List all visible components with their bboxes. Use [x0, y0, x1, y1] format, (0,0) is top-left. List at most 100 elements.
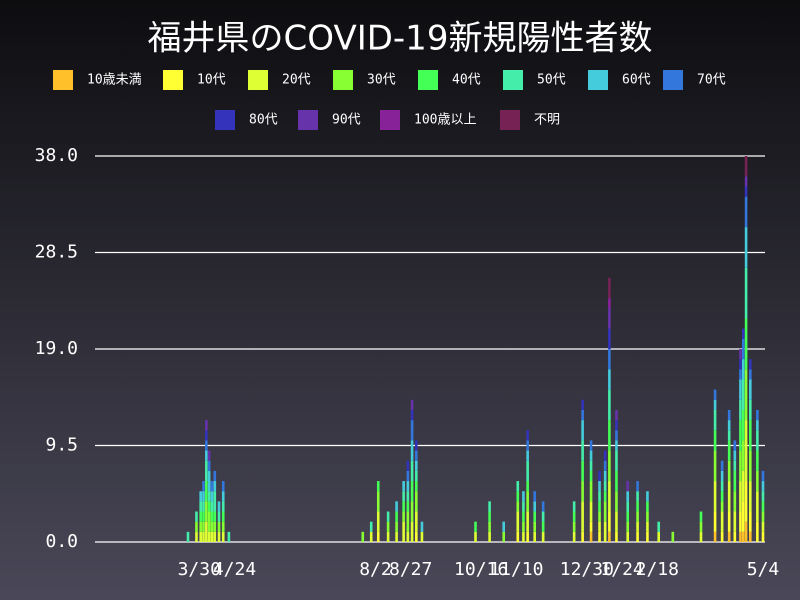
bar-segment: [713, 531, 717, 542]
bar-segment: [186, 531, 190, 542]
bar-segment: [526, 491, 529, 512]
bar-segment: [608, 511, 611, 532]
bar-segment: [646, 521, 649, 532]
bar-segment: [756, 430, 759, 451]
bar-segment: [713, 481, 717, 512]
bar-segment: [636, 511, 639, 522]
bar-segment: [727, 511, 731, 532]
bar-segment: [756, 450, 759, 471]
bar-segment: [744, 369, 748, 421]
bar-segment: [376, 481, 380, 492]
x-tick-label: 11/10: [489, 559, 543, 580]
bar-segment: [608, 420, 611, 451]
bar-segment: [761, 501, 765, 512]
bar-segment: [657, 521, 661, 532]
bar-segment: [410, 460, 414, 482]
bar-segment: [488, 521, 491, 532]
bar-segment: [741, 501, 745, 532]
bar-segment: [749, 450, 752, 482]
bar-segment: [572, 511, 576, 522]
bar-segment: [739, 511, 742, 532]
bar-segment: [727, 430, 731, 441]
bar-segment: [202, 531, 205, 542]
bar-segment: [533, 491, 536, 502]
bar-segment: [522, 521, 525, 532]
bar-segment: [415, 511, 418, 532]
bar-segment: [713, 399, 717, 410]
bar-segment: [589, 450, 593, 461]
bar-segment: [369, 521, 373, 532]
bar-segment: [205, 440, 208, 451]
x-tick-label: 4/24: [213, 559, 256, 580]
bar-segment: [589, 531, 593, 542]
bar-segment: [406, 481, 410, 492]
bar-segment: [533, 511, 536, 522]
bar-segment: [581, 501, 584, 532]
bar-segment: [749, 531, 752, 542]
legend-swatch: [333, 70, 353, 90]
bar-segment: [217, 511, 221, 522]
bar-segment: [741, 328, 745, 339]
bar-segment: [526, 430, 529, 441]
bar-segment: [589, 501, 593, 522]
bar-segment: [699, 531, 703, 542]
bar-segment: [210, 501, 214, 512]
bar-segment: [410, 501, 414, 522]
bar-segment: [199, 511, 202, 522]
bar-segment: [761, 491, 765, 502]
bar-segment: [395, 521, 398, 532]
bar-segment: [526, 481, 529, 492]
bar-segment: [205, 430, 208, 441]
bar-segment: [756, 521, 759, 542]
bar-segment: [699, 511, 703, 522]
bar-segment: [608, 369, 611, 390]
bar-segment: [733, 491, 737, 512]
bar-segment: [733, 440, 737, 451]
legend-swatch: [418, 70, 438, 90]
bar-segment: [756, 420, 759, 431]
bar-segment: [727, 481, 731, 512]
bar-segment: [522, 531, 525, 542]
bar-segment: [410, 409, 414, 421]
bar-segment: [199, 491, 202, 502]
bar-segment: [744, 481, 748, 522]
bar-segment: [733, 511, 737, 532]
bar-segment: [526, 531, 529, 542]
legend-label: 30代: [367, 73, 396, 88]
bar-segment: [727, 460, 731, 482]
bar-segment: [202, 511, 205, 522]
bar-segment: [733, 460, 737, 471]
bar-segment: [739, 359, 742, 370]
bar-segment: [615, 470, 618, 492]
legend-label: 不明: [534, 113, 560, 128]
bar-segment: [516, 531, 520, 542]
bar-segment: [406, 460, 410, 471]
bar-segment: [376, 531, 380, 542]
x-tick-label: 12/30: [560, 559, 614, 580]
bar-segment: [608, 349, 611, 370]
bar-segment: [636, 531, 639, 542]
bar-segment: [646, 491, 649, 502]
x-tick-label: 2/18: [636, 559, 679, 580]
bar-segment: [720, 460, 724, 471]
bar-segment: [213, 491, 217, 512]
bar-segment: [213, 481, 217, 492]
bar-segment: [207, 531, 211, 542]
bar-segment: [516, 491, 520, 502]
bar-segment: [205, 460, 208, 482]
bar-segment: [395, 531, 398, 542]
bar-segment: [217, 521, 221, 532]
bar-segment: [615, 491, 618, 512]
bar-segment: [195, 511, 198, 522]
bar-segment: [221, 521, 225, 532]
bar-segment: [636, 481, 639, 492]
bar-segment: [608, 389, 611, 421]
bar-segment: [626, 491, 630, 502]
bar-segment: [516, 481, 520, 492]
bar-segment: [541, 531, 545, 542]
bar-segment: [739, 349, 742, 360]
bar-segment: [598, 470, 601, 482]
bar-segment: [733, 531, 737, 542]
bar-segment: [402, 481, 405, 492]
